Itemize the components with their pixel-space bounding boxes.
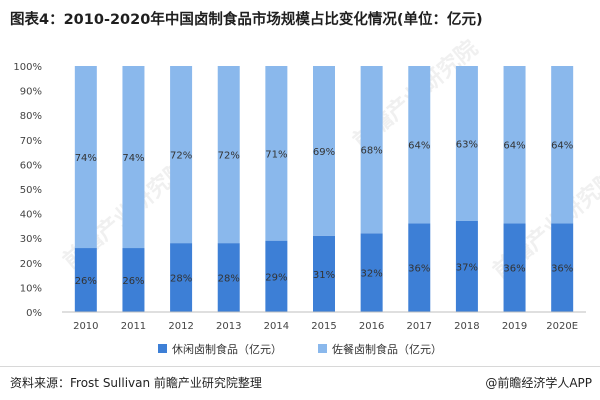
- legend: 休闲卤制食品（亿元） 佐餐卤制食品（亿元）: [158, 342, 442, 356]
- x-tick-label: 2012: [168, 321, 193, 332]
- data-label: 36%: [503, 264, 525, 275]
- x-tick-label: 2016: [359, 321, 384, 332]
- bar-side-dish: [551, 66, 574, 224]
- data-label: 64%: [503, 141, 525, 152]
- data-label: 32%: [361, 269, 383, 280]
- data-label: 28%: [170, 274, 192, 285]
- x-tick-label: 2010: [73, 321, 98, 332]
- y-tick-label: 10%: [20, 283, 42, 294]
- data-label: 36%: [408, 264, 430, 275]
- bar-side-dish: [217, 66, 240, 244]
- y-tick-label: 50%: [20, 185, 42, 196]
- bars-layer: 26% 74% 26% 74% 28% 72% 28% 72% 29% 71% 31% 69% 32% 6…: [74, 66, 574, 312]
- y-tick-label: 80%: [20, 111, 42, 122]
- bar-side-dish: [265, 66, 288, 241]
- bar-leisure: [74, 248, 97, 312]
- data-label: 26%: [122, 276, 144, 287]
- y-tick-label: 90%: [20, 87, 42, 98]
- brand-credit: @前瞻经济学人APP: [485, 376, 592, 390]
- data-label: 63%: [456, 139, 478, 150]
- y-tick-label: 30%: [20, 234, 42, 245]
- bar-leisure: [551, 223, 574, 312]
- data-label: 69%: [313, 147, 335, 158]
- x-axis: 2010 2011 2012 2013 2014 2015 2016 2017 2018 2019…: [62, 311, 586, 332]
- y-tick-label: 60%: [20, 160, 42, 171]
- x-tick-label: 2011: [121, 321, 146, 332]
- bar-leisure: [313, 235, 335, 312]
- chart-title: 图表4：2010-2020年中国卤制食品市场规模占比变化情况(单位：亿元): [10, 12, 483, 28]
- bar-leisure: [455, 220, 478, 312]
- x-tick-label: 2017: [407, 321, 432, 332]
- bar-side-dish: [408, 66, 431, 224]
- source-note: 资料来源：Frost Sullivan 前瞻产业研究院整理: [10, 376, 262, 390]
- data-label: 31%: [313, 270, 335, 281]
- data-label: 36%: [551, 264, 573, 275]
- x-tick-label: 2019: [502, 321, 527, 332]
- bar-leisure: [360, 233, 383, 312]
- bar-side-dish: [360, 66, 383, 234]
- bar-leisure: [170, 243, 193, 312]
- data-label: 74%: [75, 153, 97, 164]
- data-label: 72%: [170, 151, 192, 162]
- data-label: 28%: [218, 274, 240, 285]
- bar-side-dish: [74, 66, 97, 249]
- legend-label: 佐餐卤制食品（亿元）: [332, 342, 442, 356]
- footer-divider: [0, 366, 600, 367]
- data-label: 29%: [265, 272, 287, 283]
- y-tick-label: 20%: [20, 259, 42, 270]
- y-tick-label: 70%: [20, 136, 42, 147]
- data-label: 74%: [122, 153, 144, 164]
- bar-side-dish: [122, 66, 145, 249]
- legend-label: 休闲卤制食品（亿元）: [172, 342, 282, 356]
- bar-leisure: [217, 243, 240, 312]
- y-axis: 0% 10% 20% 30% 40% 50% 60% 70% 80% 90% 100%: [13, 62, 42, 319]
- y-tick-label: 100%: [13, 62, 42, 73]
- data-label: 64%: [408, 141, 430, 152]
- data-label: 68%: [361, 146, 383, 157]
- data-label: 37%: [456, 262, 478, 273]
- bar-leisure: [503, 223, 526, 312]
- data-label: 26%: [75, 276, 97, 287]
- x-tick-label: 2020E: [546, 321, 578, 332]
- x-tick-label: 2015: [311, 321, 336, 332]
- bar-leisure: [122, 248, 145, 312]
- bar-leisure: [408, 223, 431, 312]
- x-tick-label: 2018: [454, 321, 479, 332]
- bar-side-dish: [503, 66, 526, 224]
- y-tick-label: 40%: [20, 210, 42, 221]
- y-tick-label: 0%: [26, 308, 42, 319]
- legend-swatch: [318, 344, 327, 353]
- data-label: 71%: [265, 149, 287, 160]
- x-tick-label: 2014: [264, 321, 289, 332]
- bar-side-dish: [170, 66, 193, 244]
- data-label: 64%: [551, 141, 573, 152]
- data-label: 72%: [218, 151, 240, 162]
- legend-swatch: [158, 344, 167, 353]
- bar-side-dish: [455, 66, 478, 221]
- x-tick-label: 2013: [216, 321, 241, 332]
- bar-side-dish: [313, 66, 335, 236]
- bar-leisure: [265, 240, 288, 312]
